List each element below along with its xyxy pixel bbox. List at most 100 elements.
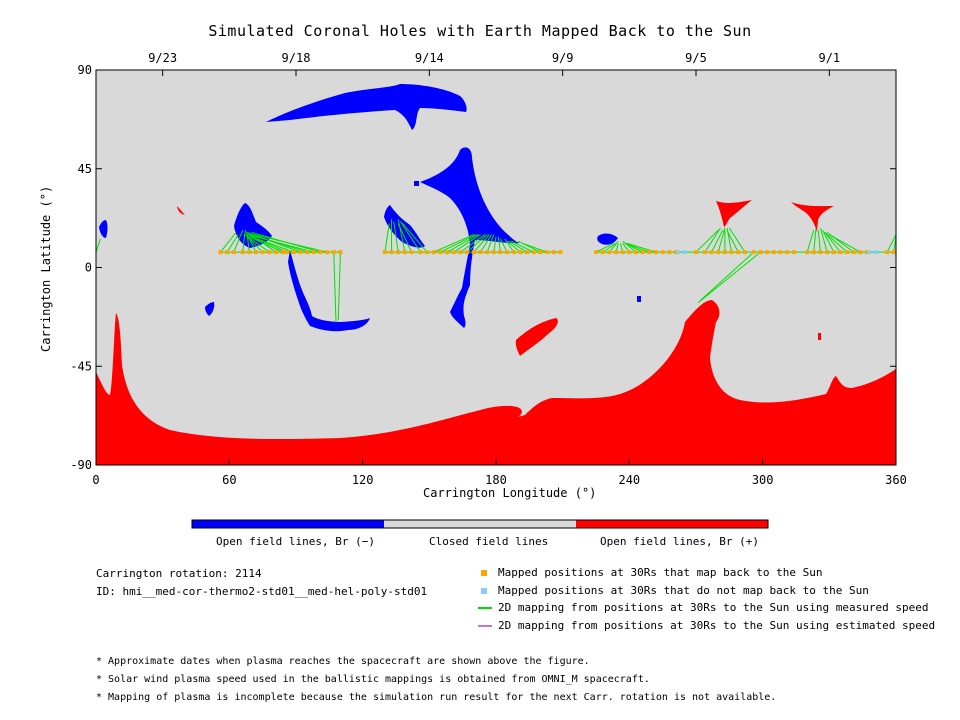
negative-patch-lon52 — [205, 302, 215, 316]
mapped-position-point — [396, 250, 401, 255]
colorbar-label-positive: Open field lines, Br (+) — [600, 535, 759, 548]
mapped-position-point — [478, 250, 483, 255]
map-area — [96, 70, 896, 465]
colorbar-segment — [384, 520, 576, 528]
mapped-marker-icon — [481, 570, 487, 576]
mapped-position-point — [260, 250, 265, 255]
measured-line-icon — [478, 607, 492, 609]
x-tick-label: 360 — [885, 473, 907, 487]
mapped-position-point — [594, 250, 598, 255]
mapping-line — [817, 230, 821, 253]
mapping-line — [244, 234, 270, 253]
mapped-position-point — [620, 250, 625, 255]
mapped-position-point — [285, 250, 290, 255]
mapping-line — [499, 238, 508, 253]
y-axis-label: Carrington Latitude (°) — [39, 185, 53, 352]
mapping-line — [233, 230, 244, 253]
mapped-position-point — [702, 250, 707, 255]
negative-coronal-hole-236 — [597, 233, 618, 245]
mapping-line — [813, 227, 817, 253]
mapped-position-point — [654, 250, 658, 255]
mapping-line — [251, 236, 294, 253]
mapping-line — [700, 251, 755, 301]
x-tick-label: 60 — [222, 473, 236, 487]
estimated-line-icon — [478, 625, 492, 627]
mapped-position-point — [498, 250, 503, 255]
mapped-position-point — [225, 250, 230, 255]
mapping-line — [96, 238, 101, 253]
x-axis-label: Carrington Longitude (°) — [423, 486, 597, 500]
legend-mapped-label: Mapped positions at 30Rs that map back t… — [498, 566, 823, 579]
mapped-position-point — [647, 250, 652, 255]
mapping-line — [337, 252, 341, 321]
mapping-line — [822, 229, 835, 253]
y-tick-label: 0 — [85, 261, 92, 275]
mapped-position-point — [451, 250, 456, 255]
mapped-position-point — [531, 250, 536, 255]
x-tick-label: 120 — [352, 473, 374, 487]
mapping-line — [473, 234, 490, 253]
x-tick-label: 180 — [485, 473, 507, 487]
positive-patch-322 — [791, 202, 834, 232]
mapped-position-point — [742, 250, 747, 255]
mapping-line — [384, 223, 390, 253]
mapped-position-point — [694, 250, 698, 255]
mapped-position-point — [805, 250, 810, 255]
footnote-speed: * Solar wind plasma speed used in the ba… — [96, 674, 650, 685]
mapped-position-point — [627, 250, 632, 255]
mapping-line — [602, 242, 617, 253]
date-tick-label: 9/23 — [148, 51, 177, 65]
mapped-position-point — [845, 250, 850, 255]
mapped-position-point — [445, 250, 450, 255]
model-id: ID: hmi__med-cor-thermo2-std01__med-hel-… — [96, 585, 428, 598]
y-tick-label: -45 — [70, 359, 92, 373]
mapped-position-point — [438, 250, 443, 255]
legend-estimated-label: 2D mapping from positions at 30Rs to the… — [498, 619, 936, 632]
y-tick-label: 90 — [78, 63, 92, 77]
mapping-line — [453, 234, 481, 253]
mapped-position-point — [838, 250, 843, 255]
colorbar-segment — [192, 520, 384, 528]
mapping-line — [253, 234, 328, 253]
mapped-position-point — [818, 250, 823, 255]
mapped-position-point — [558, 250, 563, 255]
mapped-position-point — [778, 250, 783, 255]
mapped-position-point — [218, 250, 223, 255]
mapping-line — [726, 229, 739, 253]
mapped-position-point — [825, 250, 830, 255]
mapped-position-point — [409, 250, 414, 255]
mapped-position-point — [751, 250, 756, 255]
mapped-position-point — [505, 250, 510, 255]
mapping-line — [506, 240, 521, 253]
mapped-position-point — [811, 250, 816, 255]
mapping-line — [806, 230, 815, 253]
mapped-position-point — [600, 250, 605, 255]
mapped-position-point — [240, 250, 245, 255]
mapped-position-point — [425, 250, 430, 255]
mapped-position-point — [247, 250, 252, 255]
mapping-line — [480, 234, 492, 253]
mapped-position-point — [885, 250, 890, 255]
mapping-line — [595, 242, 614, 253]
mapped-position-point — [722, 250, 727, 255]
date-tick-label: 9/18 — [282, 51, 311, 65]
mapped-position-point — [389, 250, 394, 255]
mapped-position-point — [291, 250, 296, 255]
mapped-position-point — [736, 250, 741, 255]
unmapped-position-point — [682, 250, 687, 255]
mapping-line — [824, 232, 841, 253]
x-tick-label: 240 — [618, 473, 640, 487]
colorbar-segment — [576, 520, 768, 528]
mapped-position-point — [858, 250, 863, 255]
mapped-position-point — [791, 250, 796, 255]
mapped-position-point — [716, 250, 721, 255]
positive-patch-326 — [818, 333, 821, 340]
mapped-position-point — [318, 250, 323, 255]
mapping-line — [518, 240, 541, 253]
mapped-position-point — [274, 250, 278, 255]
mapped-position-point — [674, 250, 678, 255]
colorbar-frame — [191, 519, 769, 529]
y-tick-label: -90 — [70, 458, 92, 472]
mapping-line — [824, 232, 848, 253]
mapped-position-point — [634, 250, 638, 255]
